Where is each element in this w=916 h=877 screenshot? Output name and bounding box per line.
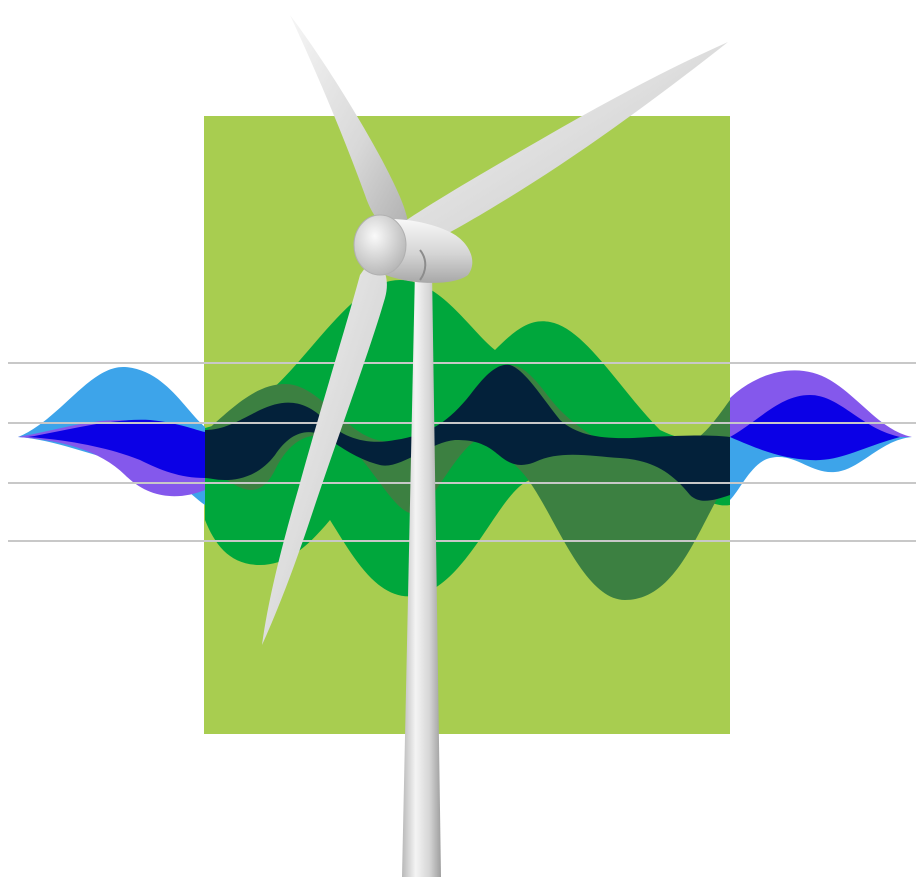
turbine-nacelle-seam	[419, 249, 427, 281]
wave-navy-band	[205, 364, 730, 501]
wave-graphic	[18, 280, 912, 600]
wave-deep-blue-band	[28, 419, 205, 478]
guide-lines	[8, 362, 916, 542]
turbine-blade-right	[395, 42, 728, 248]
turbine-blade-lower	[262, 258, 387, 645]
wind-turbine	[262, 15, 728, 877]
turbine-tower	[402, 270, 441, 877]
turbine-blade-upper	[290, 15, 408, 230]
wave-deep-blue-band-right	[730, 395, 900, 461]
turbine-hub	[353, 214, 407, 276]
